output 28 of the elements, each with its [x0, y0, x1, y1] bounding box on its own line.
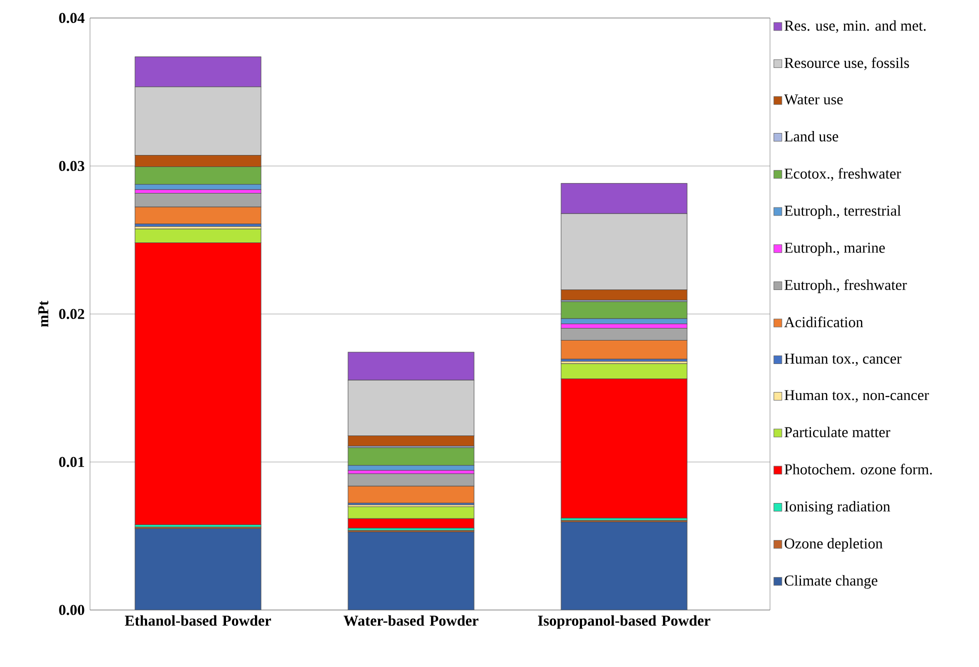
legend-label: Ozone depletion: [784, 538, 883, 552]
legend-label: Res. use, min. and met.: [784, 20, 926, 33]
legend-label: Human tox., cancer: [784, 354, 902, 366]
y-tick-label: 0.01: [59, 456, 84, 468]
bar: [560, 522, 688, 610]
legend-label: Climate change: [784, 575, 878, 589]
legend-label: Resource use, fossils: [784, 57, 909, 70]
legend-label: Eutroph., marine: [784, 242, 885, 256]
x-tick-label: Isopropanol-based Powder: [538, 615, 710, 629]
x-tick-label: Ethanol-based Powder: [124, 615, 272, 626]
bar: [134, 528, 262, 610]
legend-label: Ionising radiation: [784, 500, 890, 515]
legend-label: Ecotox., freshwater: [784, 168, 902, 181]
legend-label: Eutroph., terrestrial: [784, 205, 901, 219]
y-tick-label: 0.04: [59, 12, 85, 24]
legend-label: Water use: [784, 94, 843, 105]
y-tick-label: 0.00: [59, 604, 84, 616]
legend-label: Eutroph., freshwater: [784, 279, 907, 294]
legend-label: Particulate matter: [784, 426, 890, 438]
legend-label: Photochem. ozone form.: [784, 464, 932, 475]
bar: [348, 532, 474, 610]
legend-label: Human tox., non-cancer: [784, 390, 929, 402]
legend-label: Land use: [784, 130, 838, 142]
y-tick-label: 0.02: [59, 308, 84, 320]
y-axis-title: mPt: [38, 300, 48, 327]
y-tick-label: 0.03: [59, 160, 84, 172]
x-tick-label: Water-based Powder: [344, 615, 478, 626]
legend-label: Acidification: [784, 316, 864, 328]
